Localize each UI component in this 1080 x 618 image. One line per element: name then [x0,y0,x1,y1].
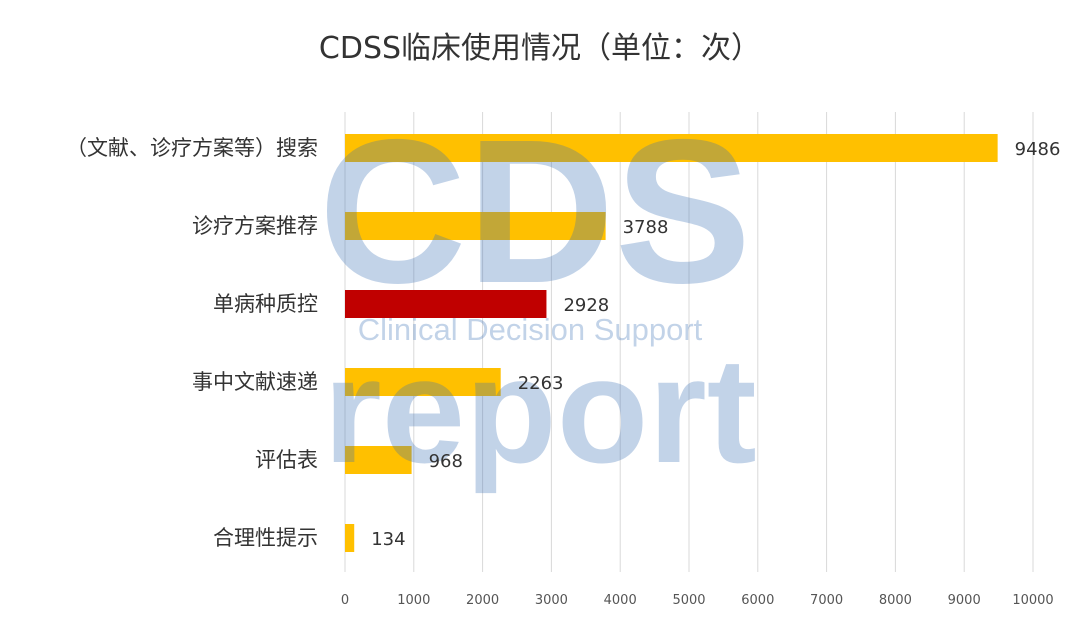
x-tick-label: 5000 [672,593,705,608]
watermark-logo: CDS [319,97,752,326]
labels: （文献、诊疗方案等）搜索 9486 诊疗方案推荐 3788 单病种质控 2928 事中文献速… [66,136,1060,550]
chart-title: CDSS临床使用情况（单位：次） [319,31,761,66]
x-tick-label: 4000 [604,593,637,608]
x-tick-label: 6000 [741,593,774,608]
value-label: 2928 [563,295,609,316]
x-tick-label: 2000 [466,593,499,608]
value-label: 9486 [1015,139,1061,160]
x-tick-label: 10000 [1012,593,1053,608]
x-tick-label: 9000 [948,593,981,608]
x-tick-label: 1000 [397,593,430,608]
category-label: 评估表 [255,448,318,472]
category-label: 单病种质控 [213,292,318,316]
value-label: 134 [371,529,405,550]
bar [345,524,355,552]
category-label: 诊疗方案推荐 [192,214,318,238]
value-label: 2263 [518,373,564,394]
watermark-subtitle: Clinical Decision Support [358,312,703,347]
x-tick-label: 8000 [879,593,912,608]
bar [345,212,606,240]
x-tick-label: 0 [341,593,349,608]
value-label: 3788 [623,217,669,238]
bar [345,134,998,162]
bars [345,134,998,552]
category-label: 合理性提示 [213,526,318,550]
bar [345,446,412,474]
x-tick-label: 7000 [810,593,843,608]
value-label: 968 [429,451,463,472]
category-label: 事中文献速递 [192,370,318,394]
category-label: （文献、诊疗方案等）搜索 [66,136,318,160]
bar [345,290,547,318]
x-axis-ticks: 0 1000 2000 3000 4000 5000 6000 7000 8000 9000 100… [341,593,1054,608]
gridlines [344,112,1034,572]
watermark-word: report [323,326,756,494]
watermark: CDS Clinical Decision Support report [319,97,757,494]
bar [345,368,501,396]
x-tick-label: 3000 [535,593,568,608]
